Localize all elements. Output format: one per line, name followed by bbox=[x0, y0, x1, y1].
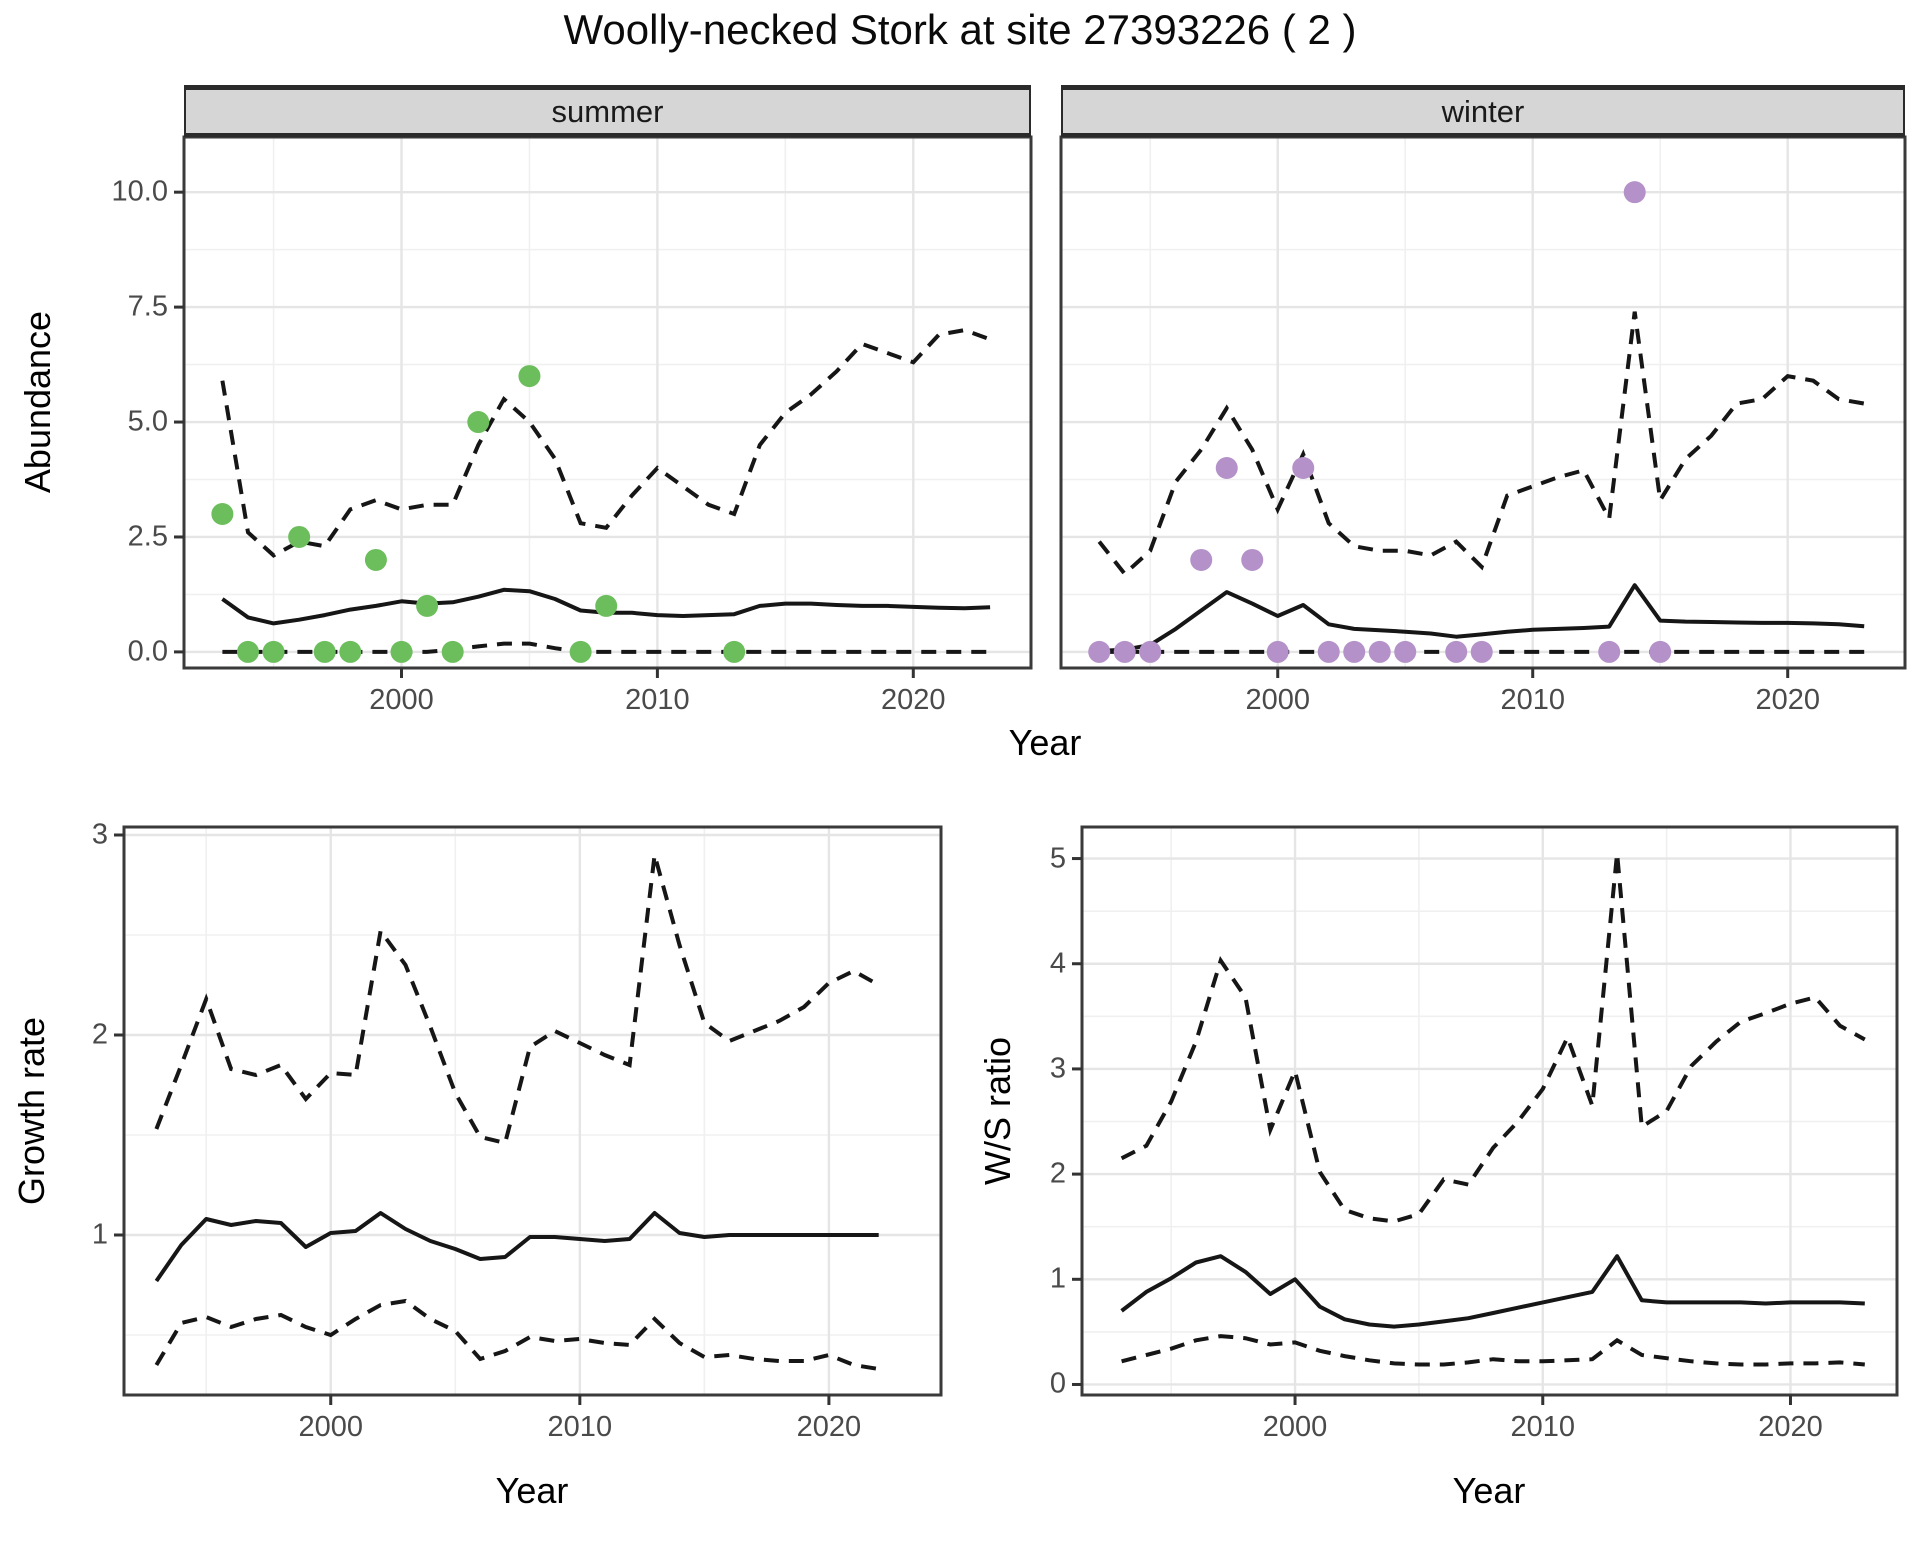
abundance_winter-observed-point bbox=[1394, 640, 1417, 663]
abundance_summer-observed-point bbox=[364, 548, 387, 571]
abundance_winter-observed-point bbox=[1292, 457, 1315, 480]
panel-growth-rate-x-tick-label: 2020 bbox=[796, 1411, 862, 1443]
growth_rate-median-line bbox=[154, 1211, 879, 1283]
ws_ratio-median-line bbox=[1120, 1254, 1865, 1329]
panel-ws-ratio-y-tick-label: 5 bbox=[1049, 842, 1066, 875]
abundance_winter-observed-point bbox=[1139, 640, 1162, 663]
panel-growth-rate-y-tick-label: 1 bbox=[91, 1218, 108, 1251]
abundance_summer-observed-point bbox=[211, 502, 234, 525]
abundance_winter-observed-point bbox=[1368, 640, 1391, 663]
abundance_winter-observed-point bbox=[1317, 640, 1340, 663]
abundance_winter-observed-point bbox=[1088, 640, 1111, 663]
y-axis-title-abundance: Abundance bbox=[17, 310, 58, 494]
facet-strip-winter-label: winter bbox=[1441, 93, 1525, 129]
abundance_winter-observed-point bbox=[1649, 640, 1672, 663]
abundance_winter-observed-point bbox=[1190, 548, 1213, 571]
ws_ratio-upper-ci-line bbox=[1120, 853, 1866, 1224]
panel-abundance-summer-x-tick-label: 2010 bbox=[625, 684, 690, 716]
abundance_summer-observed-point bbox=[569, 640, 592, 663]
panel-growth-rate-y-tick-label: 3 bbox=[91, 818, 108, 851]
abundance_summer-observed-point bbox=[723, 640, 746, 663]
panel-abundance-summer-y-tick-label: 2.5 bbox=[127, 520, 168, 553]
panel-ws-ratio-x-tick-label: 2010 bbox=[1510, 1411, 1576, 1443]
facet-strip-winter: winter bbox=[1061, 85, 1905, 137]
panel-abundance-summer-x-tick-label: 2020 bbox=[881, 684, 946, 716]
abundance_summer-observed-point bbox=[236, 640, 259, 663]
abundance_summer-observed-point bbox=[313, 640, 336, 663]
panel-abundance-summer-x-tick-label: 2000 bbox=[369, 684, 434, 716]
panel-abundance-summer-border bbox=[182, 135, 1033, 670]
abundance_winter-median-line bbox=[1099, 583, 1865, 653]
x-axis-title-year-top: Year bbox=[1008, 722, 1082, 763]
abundance_summer-observed-point bbox=[288, 525, 311, 548]
panel-growth-rate-border bbox=[122, 825, 943, 1397]
abundance_summer-observed-point bbox=[416, 594, 439, 617]
abundance_winter-observed-point bbox=[1113, 640, 1136, 663]
facet-strip-summer: summer bbox=[184, 85, 1031, 137]
abundance_summer-observed-point bbox=[441, 640, 464, 663]
panel-ws-ratio-y-tick-label: 4 bbox=[1049, 947, 1066, 980]
growth_rate-upper-ci-line bbox=[154, 854, 880, 1146]
panel-abundance-winter-x-tick-label: 2000 bbox=[1245, 684, 1310, 716]
panel-ws-ratio-x-tick-label: 2000 bbox=[1262, 1411, 1328, 1443]
page-title: Woolly-necked Stork at site 27393226 ( 2… bbox=[563, 6, 1357, 53]
panel-ws-ratio-x-tick-label: 2020 bbox=[1758, 1411, 1823, 1443]
abundance_winter-observed-point bbox=[1215, 457, 1238, 480]
facet-strip-summer-label: summer bbox=[551, 93, 664, 129]
panel-abundance-summer-y-tick-label: 0.0 bbox=[127, 635, 168, 668]
abundance_winter-observed-point bbox=[1623, 181, 1646, 204]
abundance_summer-upper-ci-line bbox=[220, 328, 991, 558]
growth_rate-lower-ci-line bbox=[154, 1298, 880, 1371]
panel-abundance-summer-y-tick-label: 7.5 bbox=[127, 290, 168, 323]
x-axis-title-year-ws: Year bbox=[1452, 1470, 1526, 1511]
abundance_winter-upper-ci-line bbox=[1097, 311, 1865, 577]
panel-growth-rate-x-tick-label: 2000 bbox=[298, 1411, 363, 1443]
panel-abundance-winter-x-tick-label: 2020 bbox=[1755, 684, 1820, 716]
abundance_winter-observed-point bbox=[1598, 640, 1621, 663]
abundance_summer-observed-point bbox=[390, 640, 413, 663]
panel-ws-ratio-border bbox=[1080, 825, 1899, 1397]
abundance_summer-lower-ci-line bbox=[222, 641, 991, 654]
ws_ratio-lower-ci-line bbox=[1121, 1334, 1865, 1367]
panel-ws-ratio-y-tick-label: 2 bbox=[1049, 1157, 1066, 1190]
abundance_summer-observed-point bbox=[518, 365, 541, 388]
abundance_summer-observed-point bbox=[339, 640, 362, 663]
panel-growth-rate-x-tick-label: 2010 bbox=[547, 1411, 613, 1443]
panel-abundance-summer-y-tick-label: 10.0 bbox=[111, 175, 168, 208]
abundance_winter-observed-point bbox=[1445, 640, 1468, 663]
panel-abundance-winter-border bbox=[1059, 135, 1907, 670]
panel-ws-ratio-y-tick-label: 0 bbox=[1049, 1367, 1066, 1400]
abundance_winter-observed-point bbox=[1266, 640, 1289, 663]
panel-ws-ratio-y-tick-label: 1 bbox=[1049, 1262, 1066, 1295]
abundance_summer-observed-point bbox=[595, 594, 618, 617]
abundance_summer-observed-point bbox=[467, 411, 490, 434]
panel-abundance-summer-y-tick-label: 5.0 bbox=[127, 405, 168, 438]
abundance_winter-observed-point bbox=[1470, 640, 1493, 663]
abundance_winter-observed-point bbox=[1343, 640, 1366, 663]
panel-abundance-winter-x-tick-label: 2010 bbox=[1500, 684, 1565, 716]
abundance_winter-observed-point bbox=[1241, 548, 1264, 571]
x-axis-title-year-growth: Year bbox=[495, 1470, 569, 1511]
panel-ws-ratio-y-tick-label: 3 bbox=[1049, 1052, 1066, 1085]
abundance_summer-observed-point bbox=[262, 640, 285, 663]
panel-growth-rate-y-tick-label: 2 bbox=[91, 1018, 108, 1051]
